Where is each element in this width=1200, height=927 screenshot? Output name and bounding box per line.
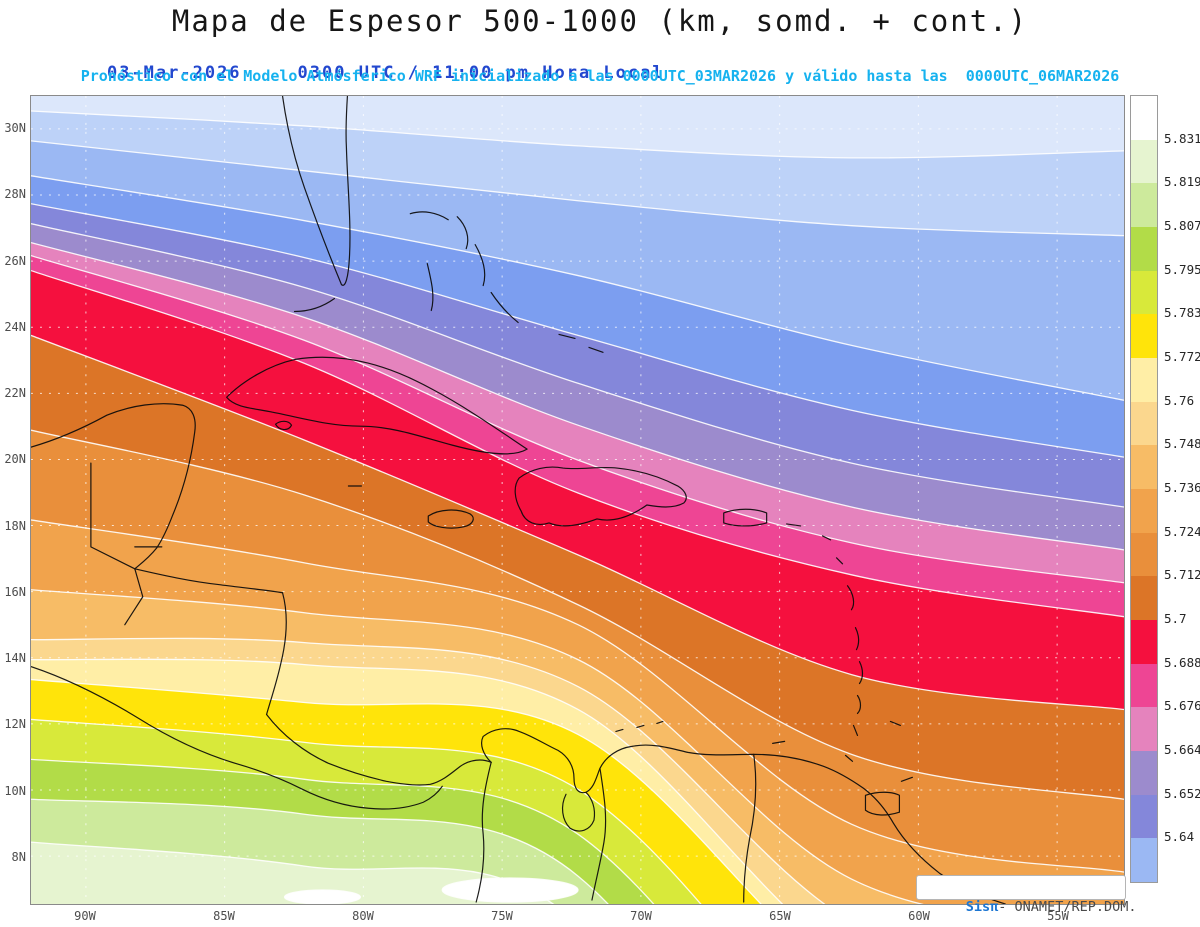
lat-tick-label: 8N (11, 849, 26, 864)
legend-color-segment (1131, 751, 1157, 795)
legend-value-label: 5.76 (1164, 392, 1195, 408)
legend-value-label: 5.831 (1164, 130, 1200, 146)
lon-tick-label: 60W (908, 909, 930, 923)
legend-value-label: 5.819 (1164, 174, 1200, 190)
legend-color-segment (1131, 532, 1157, 577)
map-canvas: Sisπ- ONAMET/REP.DOM. (30, 95, 1136, 915)
page-title: Mapa de Espesor 500-1000 (km, somd. + co… (171, 4, 1029, 38)
legend-value-label: 5.736 (1164, 480, 1200, 495)
legend-value-label: 5.688 (1164, 654, 1200, 670)
datetime-line: 03-Mar-2026 0300 UTC / 11:00 pm Hora Loca… (58, 43, 665, 103)
legend-value-label: 5.807 (1164, 218, 1200, 233)
legend-value-label: 5.7 (1164, 611, 1187, 626)
legend-value-label: 5.772 (1164, 349, 1200, 364)
legend-colorbar (1130, 95, 1158, 883)
lat-tick-label: 18N (4, 518, 26, 533)
legend-color-segment (1131, 794, 1157, 839)
legend-color-segment (1131, 576, 1157, 620)
legend-color-segment (1131, 620, 1157, 664)
legend-color-segment (1131, 663, 1157, 708)
attribution-badge: Sisπ- ONAMET/REP.DOM. (916, 875, 1136, 915)
lon-tick-label: 75W (491, 909, 513, 923)
legend-color-segment (1131, 358, 1157, 402)
lat-tick-label: 16N (4, 584, 26, 599)
legend-color-segment (1131, 96, 1157, 140)
forecast-line: Pronóstico con el Modelo Atmósferico WRF… (80, 67, 1120, 85)
lat-tick-label: 22N (4, 386, 26, 401)
legend-color-segment (1131, 314, 1157, 358)
time-label: 0300 UTC / 11:00 pm Hora Local (297, 63, 665, 83)
legend-value-label: 5.748 (1164, 436, 1200, 452)
legend-value-label: 5.724 (1164, 523, 1200, 539)
lon-tick-label: 80W (352, 909, 374, 923)
legend-value-label: 5.664 (1164, 742, 1200, 757)
lon-tick-label: 65W (769, 909, 791, 923)
legend-color-segment (1131, 707, 1157, 751)
legend-value-label: 5.64 (1164, 829, 1195, 845)
legend-value-label: 5.795 (1164, 261, 1200, 277)
map-svg (31, 96, 1124, 904)
legend-value-label: 5.676 (1164, 698, 1200, 714)
lon-tick-label: 90W (74, 909, 96, 923)
date-label: 03-Mar-2026 (106, 63, 242, 83)
lat-tick-label: 10N (4, 783, 26, 798)
legend-value-label: 5.652 (1164, 785, 1200, 801)
legend-color-segment (1131, 401, 1157, 446)
legend-color-segment (1131, 183, 1157, 227)
attribution-text: - ONAMET/REP.DOM. (998, 899, 1137, 915)
lon-tick-label: 70W (630, 909, 652, 923)
coastlines (31, 96, 1006, 904)
gridlines (31, 96, 1124, 904)
lon-tick-label: 55W (1047, 909, 1069, 923)
legend-color-segment (1131, 139, 1157, 184)
lat-tick-label: 24N (4, 319, 26, 334)
legend-color-segment (1131, 227, 1157, 271)
lat-tick-label: 20N (4, 452, 26, 467)
lat-tick-label: 12N (4, 717, 26, 732)
attribution-brand: Sisπ (965, 899, 999, 915)
legend-color-segment (1131, 445, 1157, 489)
lon-tick-label: 85W (213, 909, 235, 923)
legend-color-segment (1131, 838, 1157, 882)
legend-value-label: 5.783 (1164, 305, 1200, 321)
lat-tick-label: 30N (4, 121, 26, 135)
lat-tick-label: 14N (4, 651, 26, 666)
legend-color-segment (1131, 489, 1157, 533)
contour-bands (31, 96, 1124, 904)
legend-color-segment (1131, 270, 1157, 315)
lat-tick-label: 28N (4, 187, 26, 202)
legend-value-label: 5.712 (1164, 567, 1200, 583)
lat-tick-label: 26N (4, 253, 26, 268)
